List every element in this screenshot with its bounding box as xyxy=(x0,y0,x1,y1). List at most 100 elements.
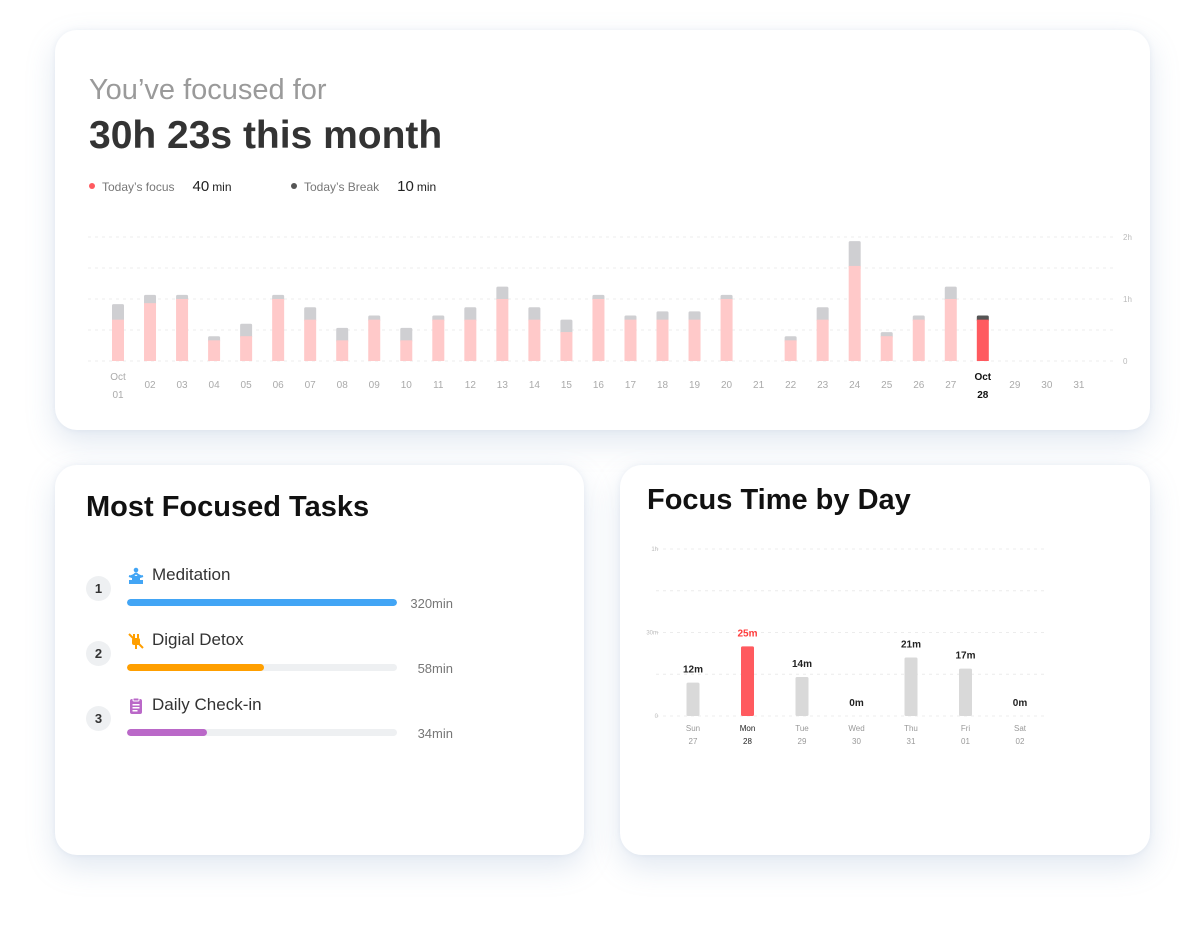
focus-bar xyxy=(240,336,253,361)
break-bar xyxy=(688,311,701,322)
day-bar xyxy=(795,677,809,716)
x-date-label: 28 xyxy=(743,737,752,746)
monthly-total: 30h 23s this month xyxy=(89,114,443,157)
monthly-bar-chart: 0 1h 2h Oct 01 02 03 04 05 06 07 08 09 10 11 12 13 14 15 16… xyxy=(88,233,1132,401)
task-minutes: 58min xyxy=(417,661,453,676)
x-day-label: Fri xyxy=(961,724,971,733)
bar-value-label: 0m xyxy=(1013,698,1028,709)
focus-bar xyxy=(528,319,541,361)
x-tick-label: 02 xyxy=(144,380,156,391)
x-tick-label: 11 xyxy=(433,380,444,391)
task-item[interactable]: 3 Daily Check-in 34min xyxy=(55,695,584,757)
focus-bar xyxy=(336,340,349,361)
task-name: Daily Check-in xyxy=(152,695,262,714)
legend-today-break: Today’s Break 10 min xyxy=(291,178,436,195)
x-day-label: Mon xyxy=(740,724,756,733)
x-tick-label: 10 xyxy=(401,380,413,391)
x-tick-label: 09 xyxy=(369,380,381,391)
y-tick-label: 0 xyxy=(655,714,659,720)
tasks-title: Most Focused Tasks xyxy=(86,491,370,523)
focus-bar xyxy=(432,319,445,361)
x-tick-label: 14 xyxy=(529,380,541,391)
unplugged-icon xyxy=(127,632,145,650)
focus-bar xyxy=(912,319,925,361)
legend-today-focus: Today’s focus 40 min xyxy=(89,178,232,195)
break-bar xyxy=(560,319,573,335)
x-tick-label: 04 xyxy=(209,380,221,391)
y-tick-label: 1h xyxy=(651,547,658,553)
x-tick-label: 13 xyxy=(497,380,509,391)
focus-bar xyxy=(144,303,157,361)
x-month-label: Oct xyxy=(110,372,126,383)
break-bar xyxy=(400,327,413,343)
focus-bar xyxy=(464,319,477,361)
daily-bar-chart: 0 30m 1h 12m Sun 27 25m Mon 28 14m Tue 29 0m Wed 30 21m… xyxy=(646,547,1048,746)
focus-bar xyxy=(400,340,413,361)
break-bar xyxy=(144,294,157,306)
x-tick-label: 27 xyxy=(945,380,957,391)
task-progress-fill xyxy=(127,664,265,671)
task-name: Meditation xyxy=(152,565,231,584)
x-tick-label: 16 xyxy=(593,380,605,391)
break-bar xyxy=(656,311,669,322)
x-day-label: Wed xyxy=(848,724,864,733)
focus-bar xyxy=(880,336,893,361)
focus-bar xyxy=(720,299,733,361)
x-day-label: Sat xyxy=(1014,724,1027,733)
focus-bar xyxy=(592,299,605,361)
daily-title: Focus Time by Day xyxy=(647,484,911,516)
x-tick-label: 19 xyxy=(689,380,701,391)
x-tick-label: 17 xyxy=(625,380,637,391)
focus-bar xyxy=(560,332,573,361)
x-tick-label: 01 xyxy=(112,390,124,401)
focus-bar xyxy=(368,319,381,361)
bar-value-label: 12m xyxy=(683,665,703,676)
legend-value: 40 xyxy=(192,178,210,195)
task-item[interactable]: 2 Digial Detox 58min xyxy=(55,630,584,692)
task-item[interactable]: 1 Meditation 320min xyxy=(55,565,584,627)
x-tick-label: 07 xyxy=(305,380,317,391)
task-progress-fill xyxy=(127,729,208,736)
focus-bar xyxy=(176,299,189,361)
meditation-icon xyxy=(127,567,145,585)
break-bar xyxy=(496,286,509,301)
x-month-label: Oct xyxy=(974,372,991,383)
break-bar xyxy=(112,304,124,322)
x-tick-label: 25 xyxy=(881,380,893,391)
x-tick-label: 15 xyxy=(561,380,573,391)
focus-bar xyxy=(112,319,124,361)
day-bar xyxy=(904,657,918,716)
task-minutes: 34min xyxy=(417,726,453,741)
day-bar xyxy=(686,682,700,716)
most-focused-tasks-card: Most Focused Tasks 1 Meditation 320min 2 … xyxy=(55,465,584,855)
bar-value-label: 14m xyxy=(792,659,812,670)
task-progress-fill xyxy=(127,599,397,606)
x-tick-label: 12 xyxy=(465,380,477,391)
x-tick-label: 03 xyxy=(176,380,188,391)
break-dot-icon xyxy=(291,183,297,189)
monthly-subtitle: You’ve focused for xyxy=(89,74,327,106)
break-bar xyxy=(848,241,861,268)
legend-unit: min xyxy=(416,180,437,194)
x-tick-label: 06 xyxy=(273,380,285,391)
focus-bar xyxy=(656,319,669,361)
task-progress-track xyxy=(127,729,397,736)
break-bar xyxy=(464,307,477,322)
monthly-focus-card: You’ve focused for 30h 23s this month To… xyxy=(55,30,1150,430)
focus-bar xyxy=(784,340,797,361)
y-tick-label: 30m xyxy=(646,631,658,637)
x-tick-label: 18 xyxy=(657,380,669,391)
bar-value-label: 25m xyxy=(737,628,757,639)
x-tick-label: 08 xyxy=(337,380,349,391)
focus-dot-icon xyxy=(89,183,95,189)
focus-bar xyxy=(304,319,317,361)
focus-bar xyxy=(688,319,701,361)
x-date-label: 30 xyxy=(852,737,861,746)
y-tick-label: 0 xyxy=(1123,357,1128,366)
focus-bar xyxy=(944,299,957,361)
y-tick-label: 2h xyxy=(1123,233,1132,242)
bar-value-label: 17m xyxy=(955,651,975,662)
day-bar xyxy=(959,668,972,716)
x-date-label: 01 xyxy=(961,737,970,746)
rank-badge: 2 xyxy=(86,641,111,666)
